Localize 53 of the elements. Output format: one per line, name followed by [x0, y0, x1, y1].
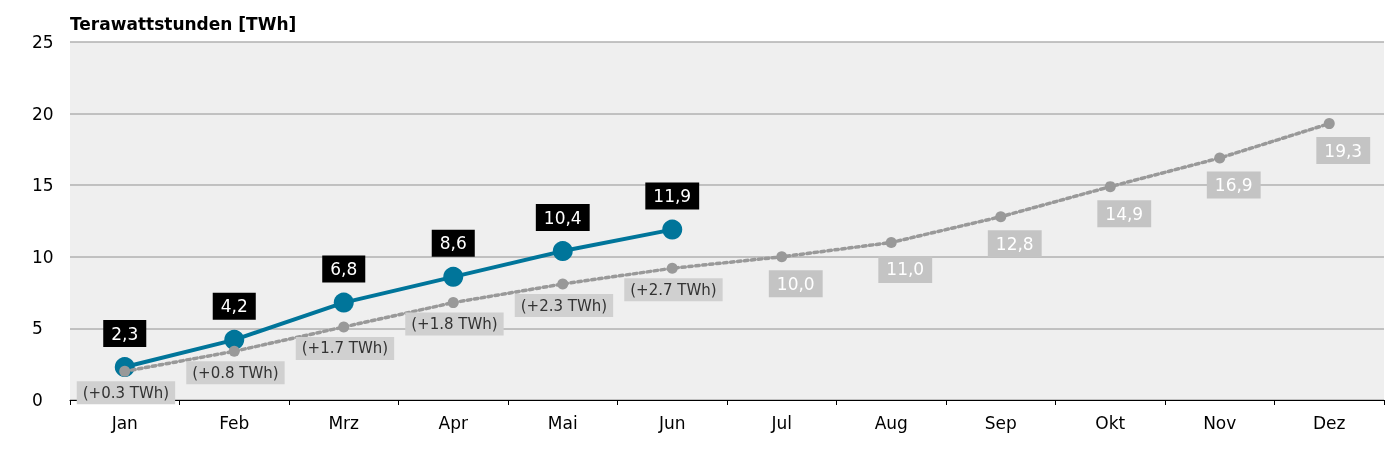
point	[1214, 152, 1226, 164]
y-axis-title: Terawattstunden [TWh]	[70, 13, 297, 34]
point	[447, 297, 459, 309]
x-tick-label: Nov	[1203, 412, 1237, 433]
x-tick-label: Aug	[874, 412, 908, 433]
annotation: (+0.8 TWh)	[192, 363, 279, 382]
y-tick-label: 20	[32, 103, 54, 124]
point	[1104, 181, 1116, 193]
data-label: 8,6	[439, 233, 467, 254]
data-label: 10,0	[776, 273, 815, 294]
point	[885, 236, 897, 248]
point	[338, 321, 350, 333]
x-tick-label: Jul	[770, 412, 793, 433]
y-tick-label: 15	[32, 175, 54, 196]
annotation: (+1.8 TWh)	[411, 315, 498, 334]
data-label: 16,9	[1214, 174, 1253, 195]
y-tick-label: 25	[32, 32, 54, 52]
data-label: 10,4	[543, 207, 582, 228]
x-tick-label: Dez	[1313, 412, 1346, 433]
x-tick-label: Sep	[984, 412, 1017, 433]
point	[224, 329, 245, 350]
data-label: 12,8	[995, 233, 1034, 254]
x-tick-label: Okt	[1095, 412, 1126, 433]
annotation: (+0.3 TWh)	[82, 383, 170, 402]
annotation: (+2.7 TWh)	[630, 280, 717, 299]
data-label: 6,8	[330, 259, 358, 280]
y-tick-label: 0	[32, 390, 43, 410]
x-tick-label: Apr	[438, 412, 468, 433]
x-tick-label: Jan	[110, 412, 138, 433]
data-label: 11,9	[653, 186, 692, 207]
annotation: (+1.7 TWh)	[301, 339, 389, 358]
point	[557, 278, 569, 290]
data-label: 2,3	[111, 323, 139, 344]
x-tick-label: Feb	[219, 412, 250, 433]
point	[662, 219, 683, 240]
point	[995, 211, 1007, 223]
point	[552, 241, 573, 262]
point	[666, 262, 678, 274]
data-label: 11,0	[886, 259, 925, 280]
data-label: 19,3	[1324, 140, 1363, 161]
x-tick-label: Mai	[547, 412, 578, 433]
point	[1323, 118, 1335, 130]
y-tick-label: 10	[32, 246, 54, 267]
data-label: 14,9	[1105, 203, 1144, 224]
annotation: (+2.3 TWh)	[520, 296, 608, 315]
point	[776, 251, 788, 263]
point	[443, 266, 464, 287]
x-tick-label: Mrz	[328, 412, 360, 433]
y-tick-label: 5	[32, 318, 43, 339]
x-tick-label: Jun	[657, 412, 686, 433]
point	[333, 292, 354, 313]
data-label: 4,2	[220, 296, 248, 317]
point	[228, 345, 240, 357]
